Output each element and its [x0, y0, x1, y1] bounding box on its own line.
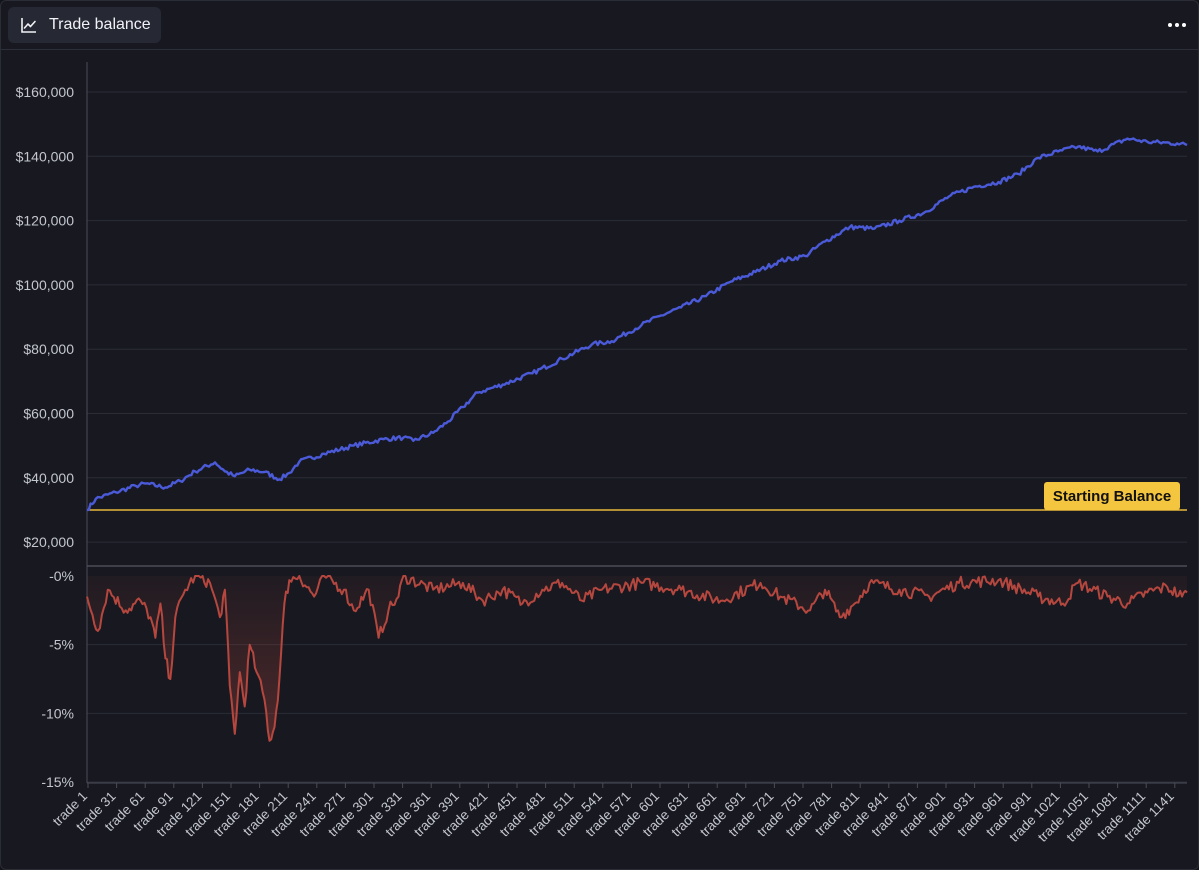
drawdown-y-tick-label: -10% — [41, 705, 74, 721]
balance-y-tick-label: $120,000 — [16, 213, 75, 229]
balance-series-line — [87, 137, 1188, 512]
chart-title-button[interactable]: Trade balance — [8, 7, 161, 43]
drawdown-y-tick-label: -0% — [49, 568, 74, 584]
drawdown-area — [87, 576, 1187, 741]
drawdown-y-tick-label: -15% — [41, 774, 74, 790]
line-chart-icon — [20, 16, 38, 34]
more-dot — [1182, 23, 1186, 27]
more-dot — [1168, 23, 1172, 27]
more-dot — [1175, 23, 1179, 27]
balance-y-tick-label: $100,000 — [16, 277, 75, 293]
balance-y-tick-label: $160,000 — [16, 84, 75, 100]
widget-header: Trade balance — [1, 1, 1198, 50]
starting-balance-label: Starting Balance — [1053, 488, 1171, 505]
balance-y-tick-label: $140,000 — [16, 148, 75, 164]
chart-title: Trade balance — [49, 16, 151, 33]
drawdown-series-line — [86, 575, 1188, 742]
more-options-button[interactable] — [1162, 11, 1192, 39]
starting-balance-badge — [1044, 481, 1180, 510]
drawdown-y-tick-label: -5% — [49, 637, 74, 653]
balance-y-tick-label: $60,000 — [23, 406, 74, 422]
balance-y-tick-label: $20,000 — [23, 534, 74, 550]
balance-y-tick-label: $40,000 — [23, 470, 74, 486]
balance-y-tick-label: $80,000 — [23, 341, 74, 357]
